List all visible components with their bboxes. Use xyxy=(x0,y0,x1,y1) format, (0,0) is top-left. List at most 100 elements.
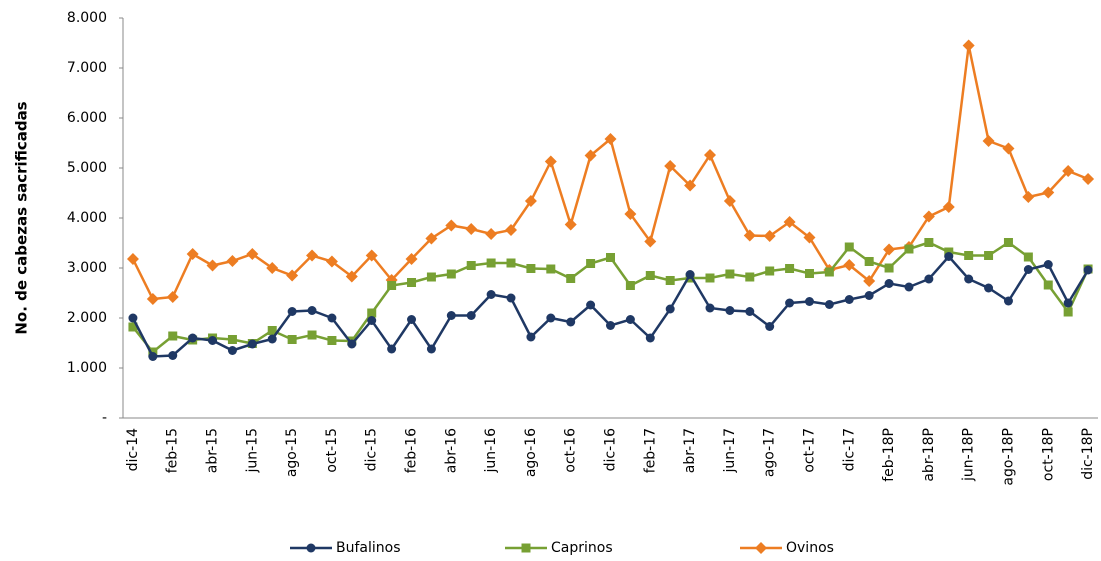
marker xyxy=(922,210,935,223)
marker xyxy=(624,208,637,220)
marker xyxy=(745,307,755,316)
x-tick-label: jun-17 xyxy=(722,428,738,474)
marker xyxy=(505,224,518,236)
marker xyxy=(785,264,795,273)
marker xyxy=(883,243,896,256)
marker xyxy=(606,253,615,262)
marker xyxy=(405,253,418,265)
marker xyxy=(982,135,995,147)
marker xyxy=(227,335,237,344)
marker xyxy=(803,231,816,244)
marker xyxy=(725,269,735,279)
marker xyxy=(407,315,417,324)
x-tick-label: dic-14 xyxy=(125,428,141,471)
marker xyxy=(446,269,456,279)
marker xyxy=(844,242,854,252)
marker xyxy=(843,259,856,271)
marker xyxy=(486,258,496,268)
marker xyxy=(1003,238,1013,247)
marker xyxy=(942,201,955,213)
marker xyxy=(783,216,796,228)
marker xyxy=(365,249,378,262)
marker xyxy=(387,344,397,354)
marker xyxy=(1063,307,1073,317)
marker xyxy=(584,149,597,162)
marker xyxy=(863,275,876,287)
marker xyxy=(1082,173,1095,185)
marker xyxy=(166,291,179,303)
marker xyxy=(208,336,218,345)
marker xyxy=(466,261,476,270)
marker xyxy=(785,298,795,308)
legend-label: Bufalinos xyxy=(336,540,401,556)
marker xyxy=(465,223,478,235)
marker xyxy=(964,274,974,284)
marker xyxy=(306,249,319,262)
x-tick-label: feb-18P xyxy=(881,428,897,482)
marker xyxy=(665,276,675,285)
marker xyxy=(1083,265,1093,275)
marker xyxy=(267,334,277,344)
marker xyxy=(227,346,237,355)
marker xyxy=(486,290,496,299)
marker xyxy=(526,332,536,342)
marker xyxy=(524,195,537,207)
marker xyxy=(128,313,138,323)
marker xyxy=(146,293,159,305)
y-tick-label: 3.000 xyxy=(67,260,107,276)
marker xyxy=(962,39,975,52)
marker xyxy=(286,269,299,282)
marker xyxy=(924,238,934,247)
marker xyxy=(226,255,239,267)
marker xyxy=(566,274,576,283)
marker xyxy=(1023,265,1033,274)
x-tick-label: dic-18P xyxy=(1080,428,1096,480)
x-tick-label: feb-17 xyxy=(642,428,658,473)
marker xyxy=(684,179,697,192)
marker xyxy=(566,317,576,327)
marker xyxy=(725,306,735,315)
marker xyxy=(1023,252,1033,262)
marker xyxy=(625,315,635,324)
marker xyxy=(964,251,974,260)
marker xyxy=(743,229,756,242)
marker xyxy=(506,293,516,303)
marker xyxy=(506,258,516,268)
marker xyxy=(644,235,657,248)
marker xyxy=(564,218,577,231)
x-tick-label: ago-18P xyxy=(1000,428,1016,486)
marker xyxy=(705,303,715,313)
marker xyxy=(126,253,139,265)
marker xyxy=(546,313,556,323)
y-tick-label: 8.000 xyxy=(67,10,107,26)
marker xyxy=(664,160,677,172)
marker xyxy=(723,195,736,207)
marker xyxy=(546,264,556,274)
marker xyxy=(544,155,557,168)
marker xyxy=(586,300,596,310)
x-tick-label: jun-16 xyxy=(483,428,499,474)
marker xyxy=(188,333,198,343)
marker xyxy=(426,272,436,282)
series-line xyxy=(131,254,1090,358)
legend-label: Caprinos xyxy=(551,540,613,556)
marker xyxy=(824,300,834,309)
marker xyxy=(1043,280,1053,290)
marker xyxy=(765,322,775,331)
marker xyxy=(168,331,178,341)
marker xyxy=(307,306,317,315)
x-tick-label: feb-15 xyxy=(165,428,181,473)
marker xyxy=(466,311,476,320)
x-tick-label: oct-17 xyxy=(801,428,817,473)
marker xyxy=(325,255,338,268)
y-tick-label: 4.000 xyxy=(67,210,107,226)
marker xyxy=(327,313,337,323)
x-tick-label: oct-15 xyxy=(324,428,340,473)
y-axis-label: No. de cabezas sacrificadas xyxy=(13,101,31,334)
x-tick-label: oct-18P xyxy=(1040,428,1056,481)
marker xyxy=(168,351,178,360)
marker xyxy=(665,304,675,314)
marker xyxy=(604,133,617,145)
marker xyxy=(1062,165,1075,177)
marker xyxy=(645,271,655,280)
